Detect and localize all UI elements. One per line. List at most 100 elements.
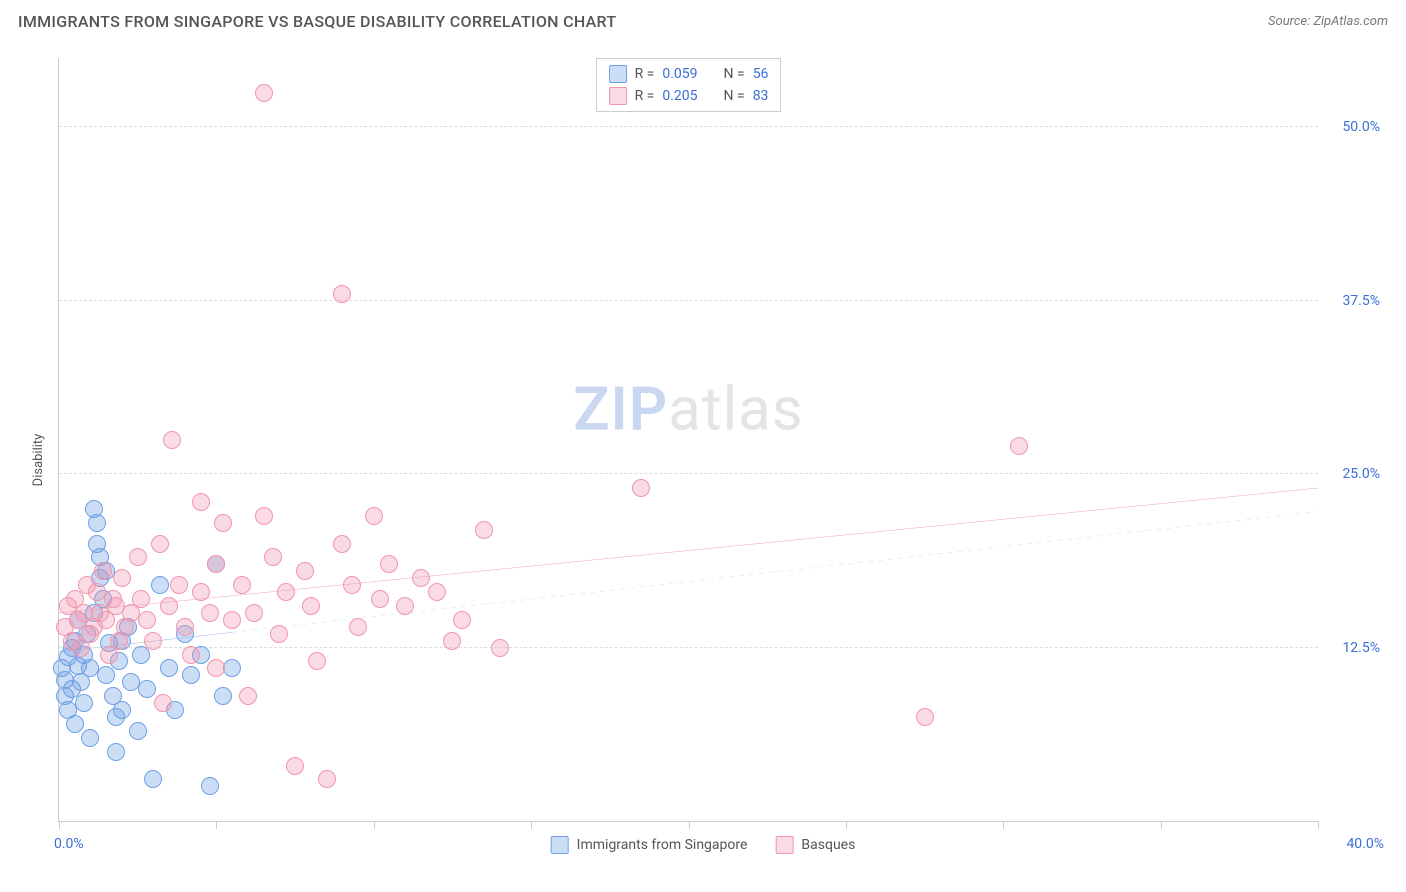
x-tick [531,821,532,829]
data-point [192,646,210,664]
source-name: ZipAtlas.com [1313,14,1388,29]
data-point [160,659,178,677]
plot-area: ZIPatlas R = 0.059 N = 56 R = 0.205 N = … [58,58,1318,822]
data-point [277,583,295,601]
data-point [223,611,241,629]
data-point [396,597,414,615]
data-point [107,708,125,726]
data-point [129,548,147,566]
data-point [371,590,389,608]
data-point [75,694,93,712]
data-point [66,590,84,608]
x-tick [1003,821,1004,829]
data-point [56,618,74,636]
data-point [91,604,109,622]
stats-row-series2: R = 0.205 N = 83 [609,85,769,107]
gridline [59,647,1318,648]
data-point [53,659,71,677]
x-axis-max-label: 40.0% [1346,836,1384,852]
data-point [255,84,273,102]
data-point [176,618,194,636]
data-point [380,555,398,573]
data-point [207,659,225,677]
data-point [270,625,288,643]
data-point [81,625,99,643]
data-point [182,666,200,684]
data-point [56,687,74,705]
swatch-series2 [609,87,627,105]
source-attribution: Source: ZipAtlas.com [1268,14,1388,29]
data-point [59,648,77,666]
data-point [632,479,650,497]
data-point [214,514,232,532]
data-point [72,639,90,657]
data-point [129,722,147,740]
data-point [110,652,128,670]
source-prefix: Source: [1268,14,1313,29]
data-point [302,597,320,615]
data-point [475,521,493,539]
data-point [201,604,219,622]
data-point [72,673,90,691]
x-tick [374,821,375,829]
data-point [343,576,361,594]
data-point [122,604,140,622]
data-point [56,671,74,689]
data-point [69,611,87,629]
data-point [412,569,430,587]
data-point [107,597,125,615]
data-point [239,687,257,705]
data-point [176,625,194,643]
data-point [66,715,84,733]
x-tick [1318,821,1319,829]
data-point [75,646,93,664]
data-point [201,777,219,795]
data-point [151,535,169,553]
data-point [428,583,446,601]
data-point [59,597,77,615]
data-point [151,576,169,594]
chart-container: Disability ZIPatlas R = 0.059 N = 56 R =… [18,48,1388,872]
r-label: R = [635,88,655,104]
data-point [81,659,99,677]
data-point [182,646,200,664]
data-point [245,604,263,622]
gridline [59,126,1318,127]
y-axis-label: Disability [31,434,46,487]
data-point [192,493,210,511]
data-point [107,743,125,761]
data-point [91,548,109,566]
r-label: R = [635,66,655,82]
data-point [349,618,367,636]
data-point [100,646,118,664]
data-point [116,618,134,636]
data-point [63,680,81,698]
data-point [81,729,99,747]
data-point [160,597,178,615]
n-label: N = [724,66,745,82]
data-point [138,611,156,629]
data-point [132,646,150,664]
data-point [97,562,115,580]
data-point [1010,437,1028,455]
legend-item-series2: Basques [775,836,855,854]
bottom-legend: Immigrants from Singapore Basques [551,836,856,854]
watermark-part1: ZIP [573,373,668,444]
data-point [491,639,509,657]
data-point [94,590,112,608]
data-point [453,611,471,629]
x-tick [846,821,847,829]
legend-label-series1: Immigrants from Singapore [577,837,748,853]
data-point [318,770,336,788]
data-point [163,431,181,449]
data-point [132,590,150,608]
x-tick [689,821,690,829]
data-point [144,770,162,788]
data-point [122,673,140,691]
x-tick [1161,821,1162,829]
data-point [333,535,351,553]
x-axis-min-label: 0.0% [54,836,84,852]
data-point [88,514,106,532]
data-point [100,634,118,652]
data-point [207,555,225,573]
